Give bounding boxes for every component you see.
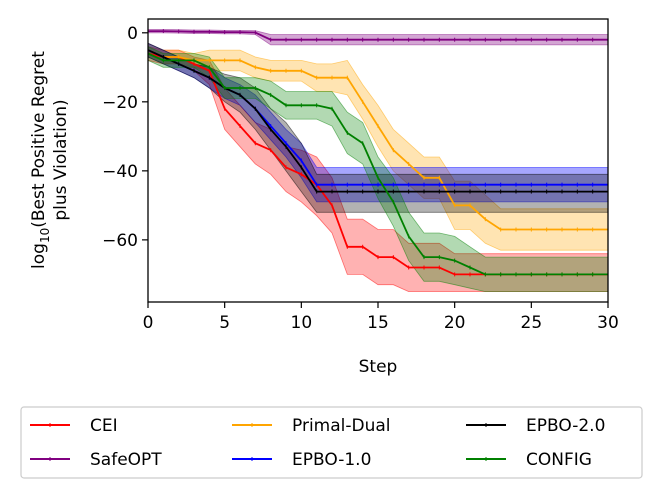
x-axis-label: Step — [359, 357, 398, 377]
legend-item-config: CONFIG — [466, 450, 592, 470]
x-tick-label: 25 — [521, 313, 543, 333]
x-tick-label: 0 — [143, 313, 154, 333]
x-tick-label: 10 — [291, 313, 313, 333]
legend-item-safeopt: SafeOPT — [30, 450, 162, 470]
svg-text:log10(Best Positive Regret: log10(Best Positive Regret — [29, 51, 52, 269]
x-tick-label: 30 — [597, 313, 619, 333]
y-tick-label: −60 — [102, 231, 138, 251]
legend-item-primal-dual: Primal-Dual — [232, 416, 391, 436]
y-axis-label-sub: 10 — [38, 228, 52, 243]
legend-label-epbo-2-0: EPBO-2.0 — [526, 416, 605, 436]
y-tick-label: −40 — [102, 162, 138, 182]
markers-safeopt — [147, 29, 609, 42]
y-axis-ticks: 0 −20 −40 −60 — [102, 24, 148, 251]
x-tick-label: 15 — [367, 313, 389, 333]
legend-label-safeopt: SafeOPT — [90, 450, 162, 470]
confidence-bands — [147, 29, 609, 292]
y-axis-label-line2: plus Violation) — [51, 99, 71, 220]
legend: CEI SafeOPT Primal-Dual EPBO-1.0 EPBO-2.0 CON… — [20, 406, 643, 479]
y-axis-label: log10(Best Positive Regret plus Violatio… — [29, 51, 71, 269]
series-lines — [147, 29, 609, 277]
x-tick-label: 5 — [219, 313, 230, 333]
y-axis-label-rest: (Best Positive Regret — [29, 51, 49, 228]
y-axis-label-log: log — [29, 243, 49, 269]
x-axis-ticks: 0 5 10 15 20 25 30 — [143, 302, 619, 333]
markers-primal-dual — [147, 48, 609, 232]
legend-item-cei: CEI — [30, 416, 118, 436]
y-tick-label: 0 — [127, 24, 138, 44]
x-tick-label: 20 — [444, 313, 466, 333]
legend-label-primal-dual: Primal-Dual — [292, 416, 391, 436]
legend-label-config: CONFIG — [526, 450, 592, 470]
y-tick-label: −20 — [102, 93, 138, 113]
legend-label-cei: CEI — [90, 416, 118, 436]
legend-item-epbo-1-0: EPBO-1.0 — [232, 450, 371, 470]
legend-label-epbo-1-0: EPBO-1.0 — [292, 450, 371, 470]
legend-item-epbo-2-0: EPBO-2.0 — [466, 416, 605, 436]
